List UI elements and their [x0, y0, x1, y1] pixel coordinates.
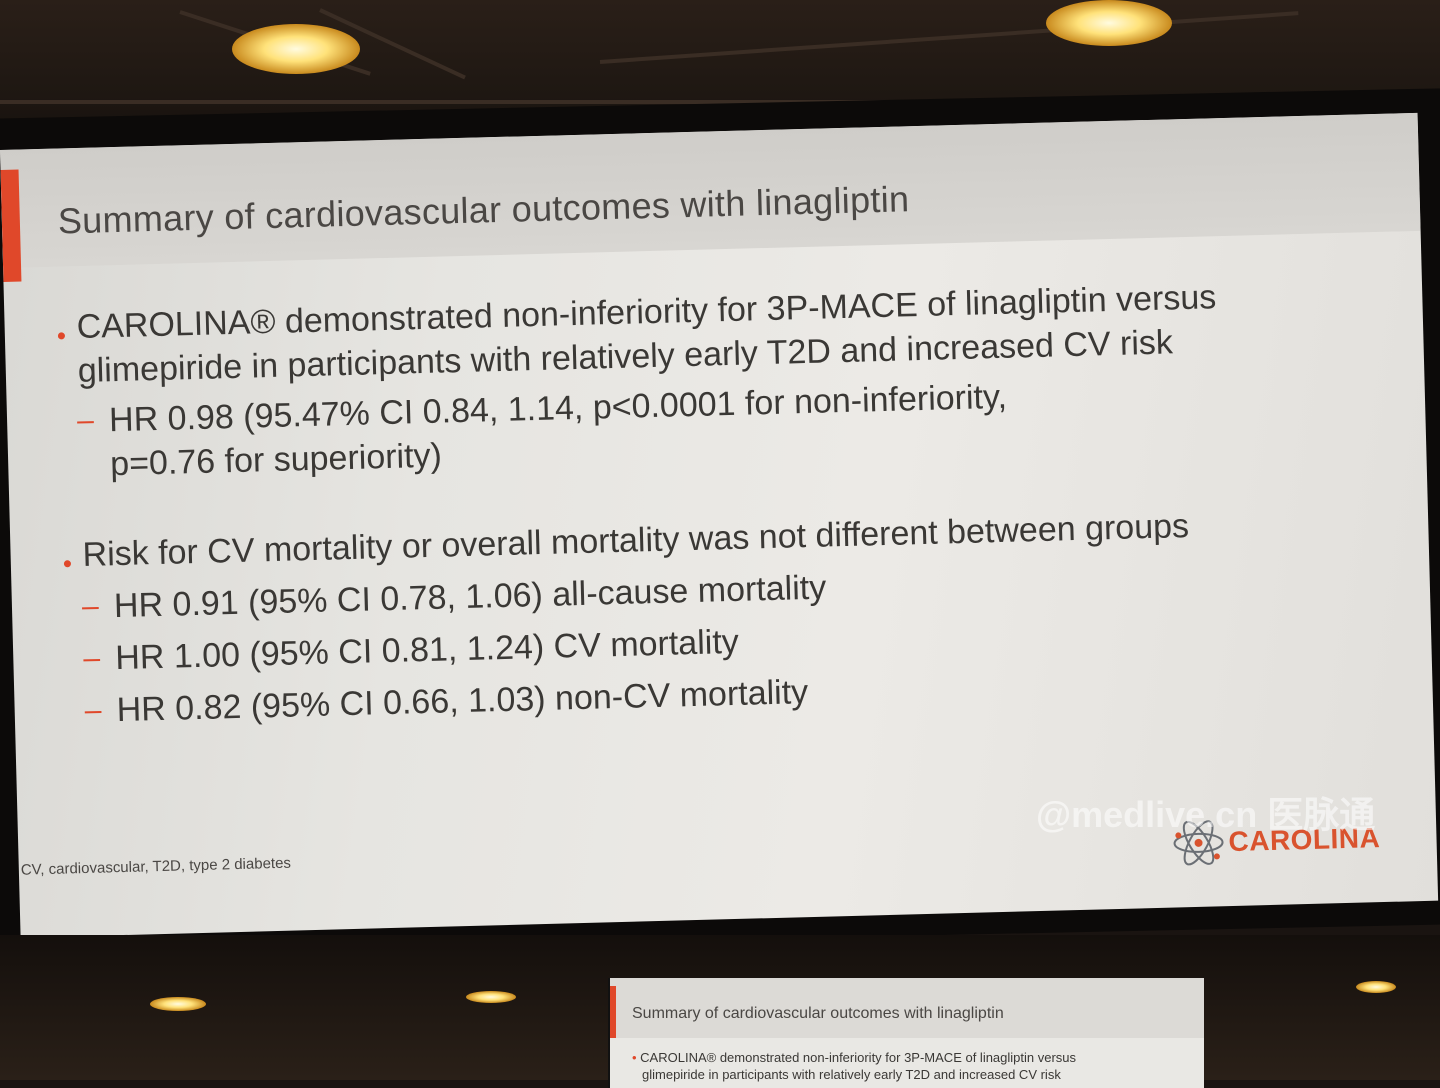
ceiling-lamp [150, 997, 206, 1011]
ceiling-lamp [1046, 0, 1172, 46]
atom-icon [1173, 820, 1224, 866]
bullet-marker: • [632, 1050, 641, 1065]
bullet-2-sub-3: HR 0.82 (95% CI 0.66, 1.03) non-CV morta… [116, 673, 809, 730]
ceiling-lamp [1356, 981, 1396, 993]
secondary-title-band [610, 978, 1204, 1038]
secondary-line-1: • CAROLINA® demonstrated non-inferiority… [632, 1050, 1076, 1065]
bullet-1-sub-1: HR 0.98 (95.47% CI 0.84, 1.14, p<0.0001 … [108, 377, 1008, 440]
bullet-2-line-1: Risk for CV mortality or overall mortali… [82, 507, 1190, 574]
secondary-screen: Summary of cardiovascular outcomes with … [608, 978, 1204, 1088]
bullet-2-sub-1: HR 0.91 (95% CI 0.78, 1.06) all-cause mo… [113, 568, 827, 626]
secondary-line-1-text: CAROLINA® demonstrated non-inferiority f… [640, 1050, 1077, 1065]
bullet-1-sub-2: p=0.76 for superiority) [109, 436, 443, 484]
secondary-slide-title: Summary of cardiovascular outcomes with … [632, 1005, 1004, 1022]
sub-bullet-dash: – [81, 589, 100, 624]
ceiling-truss [599, 11, 1299, 64]
ceiling-lamp [466, 991, 516, 1003]
watermark: @medlive.cn 医脉通 [1036, 794, 1376, 835]
bullet-2-sub-2: HR 1.00 (95% CI 0.81, 1.24) CV mortality [114, 622, 740, 678]
bullet-marker: • [56, 320, 67, 351]
ceiling-truss [0, 100, 1440, 104]
secondary-accent-bar [610, 986, 616, 1038]
sub-bullet-dash: – [84, 693, 102, 727]
sub-bullet-dash: – [82, 641, 101, 675]
carolina-logo: CAROLINA [1170, 808, 1401, 874]
presentation-slide: Summary of cardiovascular outcomes with … [0, 112, 1439, 938]
ceiling-lamp [232, 24, 360, 74]
secondary-line-2: glimepiride in participants with relativ… [642, 1067, 1061, 1082]
sub-bullet-dash: – [76, 403, 95, 438]
bullet-marker: • [62, 548, 73, 579]
